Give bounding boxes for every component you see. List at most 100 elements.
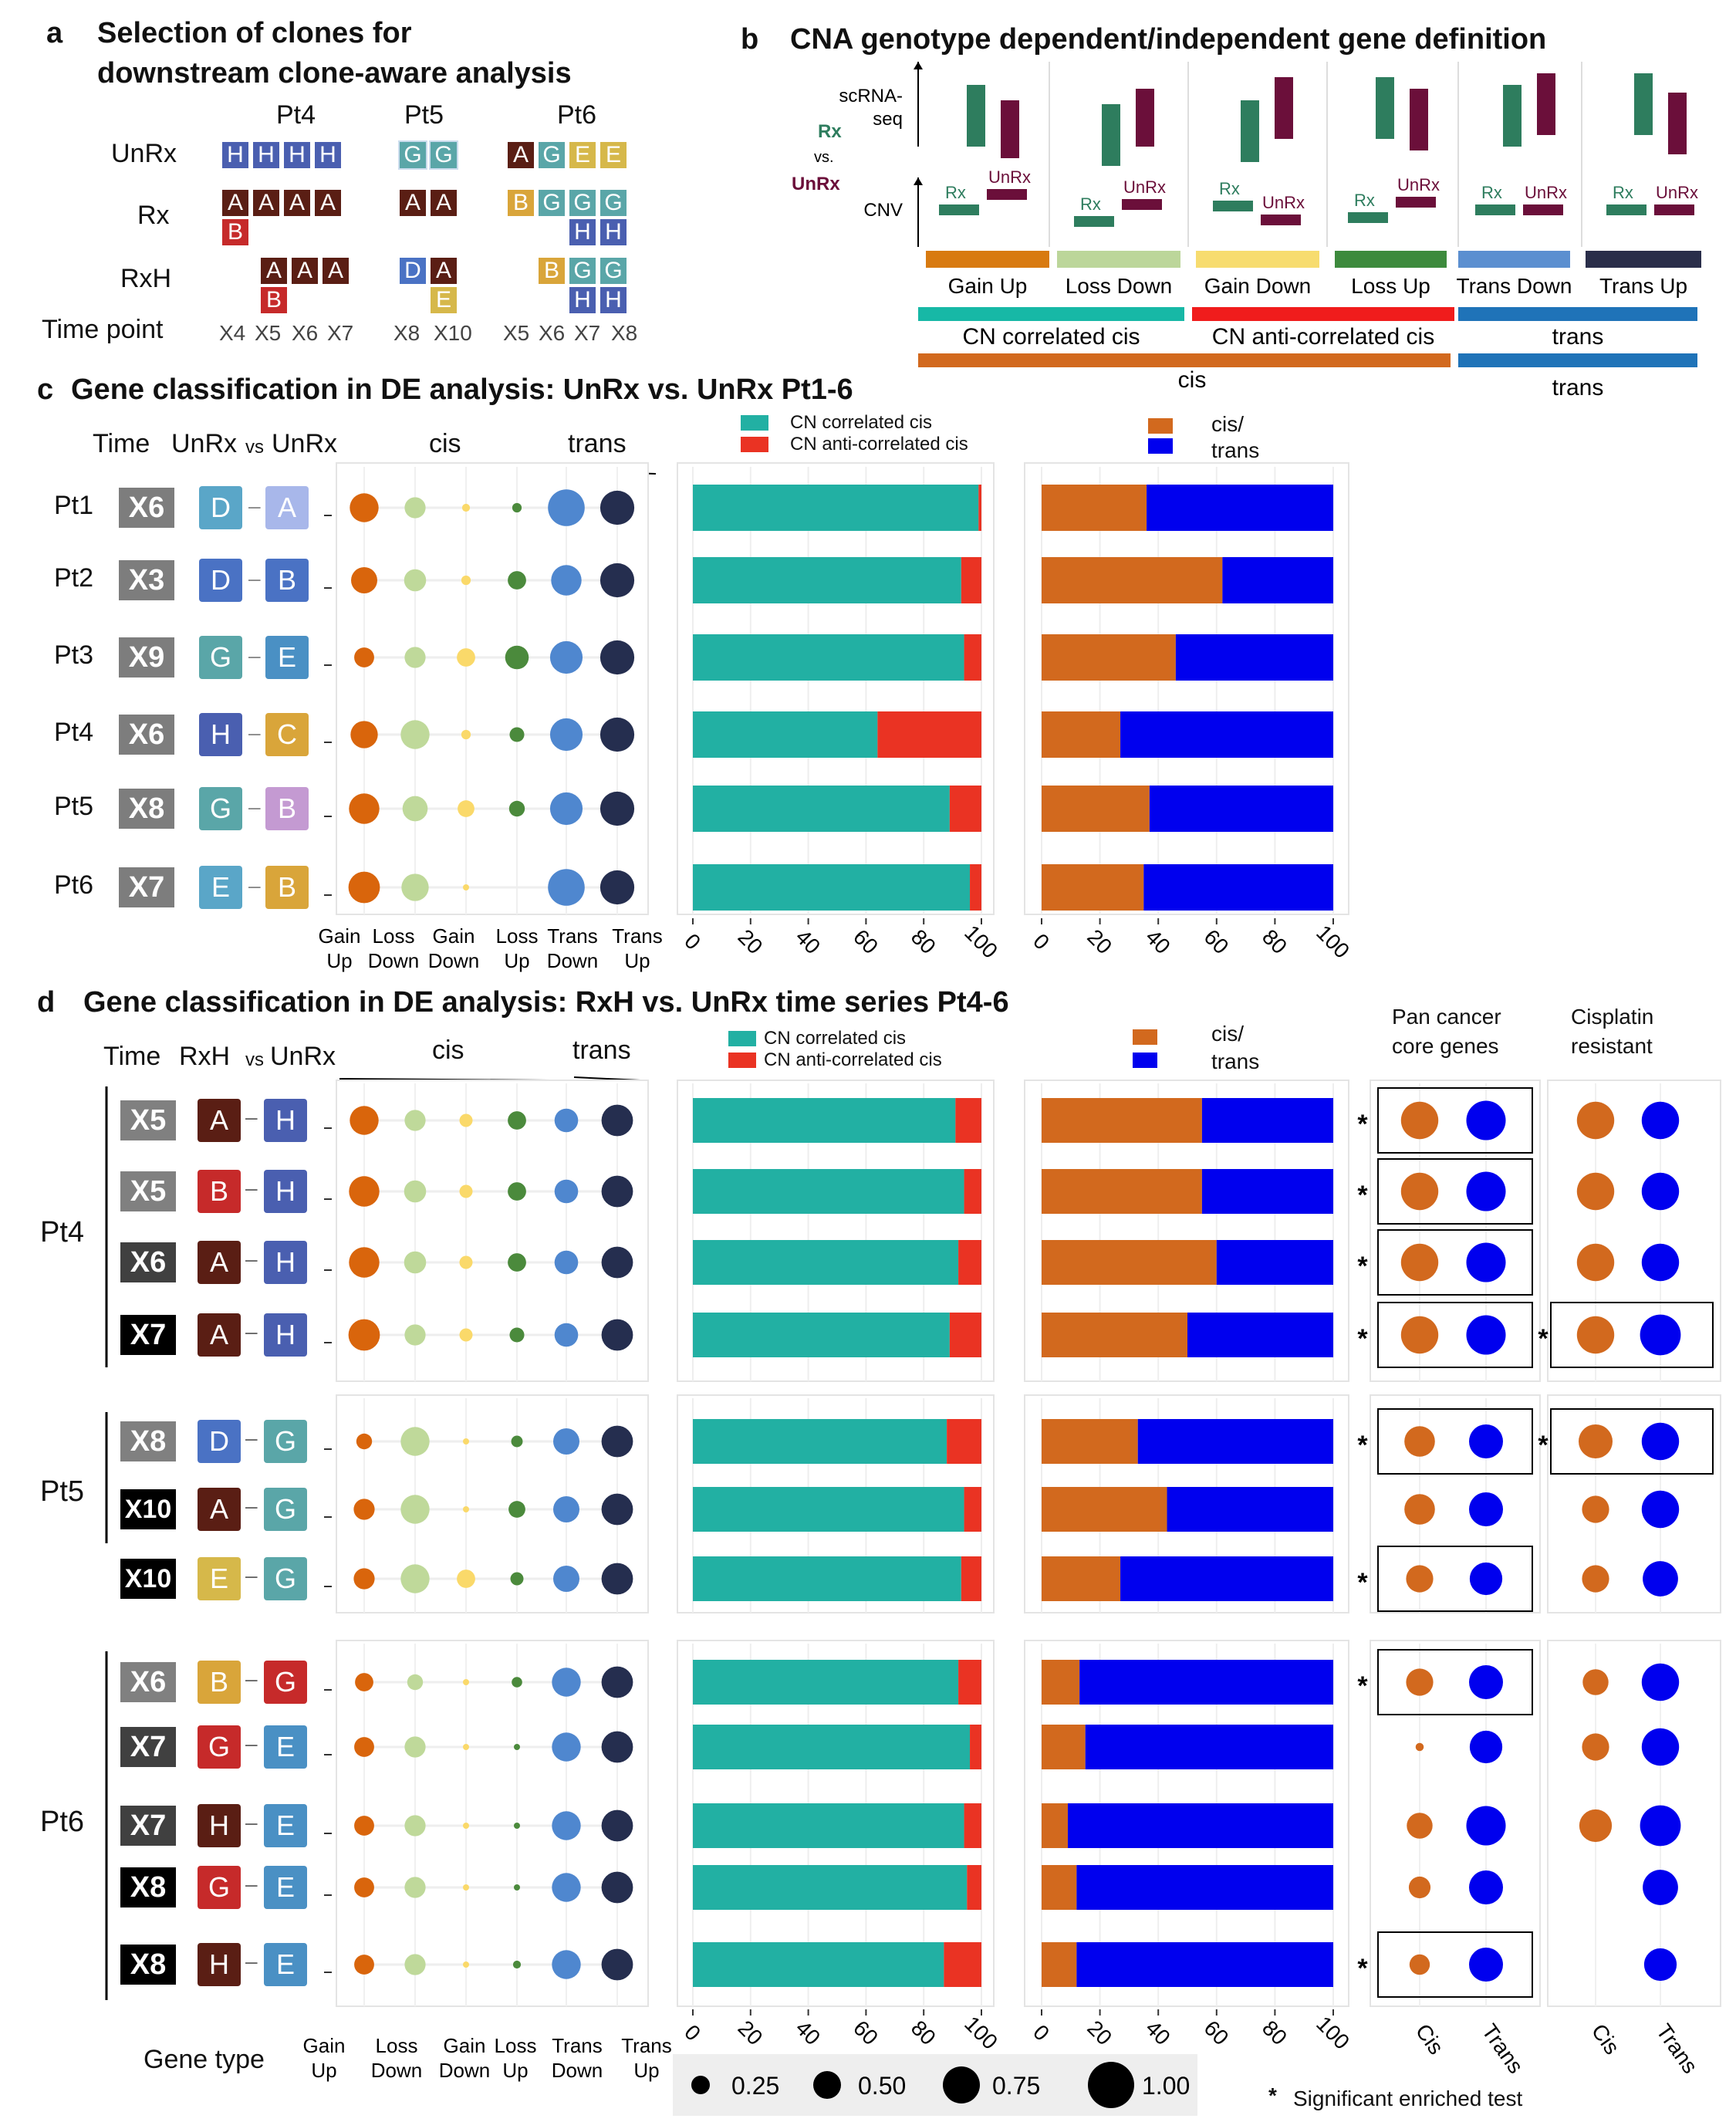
clone-box-b: B <box>221 218 250 247</box>
d-dot-1 <box>404 1736 426 1758</box>
d-x-label: Gain <box>444 2034 486 2057</box>
b-rna-rx-bar <box>1241 100 1259 162</box>
d-dot-0 <box>354 1955 374 1975</box>
clone-left: D <box>199 559 242 602</box>
b-cnv-unrx-bar <box>1261 215 1301 225</box>
d-dot-2 <box>463 1823 469 1829</box>
d-cis-panel <box>1547 1080 1721 1382</box>
panel-a-title-1: Selection of clones for <box>97 17 412 49</box>
cis-cis-dot <box>1576 1243 1615 1282</box>
d-dot-3 <box>508 1501 525 1518</box>
cis-sig-star: * <box>1538 1431 1549 1460</box>
row-time: X7 <box>120 1727 176 1767</box>
b-category-bar <box>1458 251 1570 268</box>
d-corr-bar-b <box>964 1487 981 1532</box>
c-cis-bar-a <box>1042 786 1150 832</box>
legend-corr-label-d: CN correlated cis <box>764 1028 907 1049</box>
pan-sig-star: * <box>1357 1954 1368 1983</box>
panel-a-row-rx: Rx <box>137 201 170 230</box>
b-category-label: Trans Down <box>1457 274 1572 298</box>
clone-box-g: G <box>568 256 597 286</box>
c-dot-3 <box>512 502 522 513</box>
c-dot-0 <box>354 647 374 667</box>
dash: – <box>248 721 261 745</box>
legend-cis-swatch-d <box>1133 1029 1157 1045</box>
clone-right: G <box>264 1557 307 1600</box>
c-cis-bar-a <box>1042 634 1176 681</box>
d-dot-1 <box>404 1954 426 1975</box>
d-cis-panel <box>1547 1394 1721 1613</box>
d-cis-bar-a <box>1042 1240 1217 1285</box>
c-corr-bar-b <box>949 786 981 832</box>
b-cnv-rx-bar <box>1074 216 1114 227</box>
b-cnv-rx-text: Rx <box>945 183 966 202</box>
row-patient-pt2: Pt2 <box>54 563 94 593</box>
clone-left: H <box>199 713 242 756</box>
c-dot-4 <box>548 869 585 906</box>
b-group1-bar <box>918 307 1184 321</box>
c-dot-4 <box>549 640 583 674</box>
pan-sig-box <box>1377 1649 1533 1715</box>
d-corr-bar-b <box>964 1803 981 1848</box>
size-legend-dot <box>1088 2062 1134 2108</box>
c-x-label: Up <box>624 949 650 972</box>
c-x-label: Down <box>547 949 598 972</box>
dash: – <box>245 1105 258 1129</box>
legend-anti-swatch <box>741 437 768 452</box>
d-dot-2 <box>463 1961 469 1968</box>
d-corr-bar-b <box>970 1725 981 1769</box>
c-dot-1 <box>404 647 426 668</box>
d-pan-panel <box>1370 1640 1541 2007</box>
d-cis-bar-a <box>1042 1660 1080 1705</box>
clone-right: E <box>264 1866 307 1909</box>
d-corr-bar-a <box>693 1660 959 1705</box>
panel-b-title: CNA genotype dependent/independent gene … <box>790 23 1547 56</box>
panel-d-vs: vs <box>245 1049 264 1070</box>
c-dot-0 <box>351 567 377 593</box>
clone-left: B <box>198 1661 241 1704</box>
clone-right: H <box>264 1313 307 1357</box>
panel-a-timepoint-label: Time point <box>42 315 164 344</box>
b-cnv-rx-bar <box>1606 204 1646 215</box>
row-time: X10 <box>120 1559 176 1599</box>
b-group2-bar <box>1458 353 1697 367</box>
d-dot-5 <box>601 1948 633 1981</box>
d-corr-bar-b <box>958 1660 981 1705</box>
c-corr-bar-b <box>978 485 981 531</box>
d-corr-bar-b <box>961 1556 981 1601</box>
c-dot-2 <box>461 575 471 586</box>
d-corr-bar-b <box>958 1240 981 1285</box>
d-dot-4 <box>553 1566 579 1592</box>
size-legend-label: 0.50 <box>858 2072 906 2100</box>
d-cis-bar-b <box>1201 1098 1333 1143</box>
b-cnv-rx-bar <box>1348 212 1388 223</box>
c-x-label: Loss <box>496 924 539 948</box>
panel-a-row-unrx: UnRx <box>111 139 177 168</box>
clone-box-b: B <box>537 256 566 286</box>
clone-box-g: G <box>429 140 458 170</box>
b-rna-rx-bar <box>967 85 985 147</box>
cis-trans-dot <box>1641 1172 1680 1211</box>
panel-a-row-rxh: RxH <box>120 264 172 293</box>
clone-left: A <box>198 1313 241 1357</box>
d-corr-tick: 80 <box>907 2016 941 2049</box>
pan-sig-star: * <box>1357 1324 1368 1353</box>
d-dot-2 <box>463 1506 469 1512</box>
d-dot-1 <box>404 1324 426 1346</box>
c-dot-3 <box>508 800 525 817</box>
c-corr-bar-a <box>693 786 950 832</box>
legend-cis-label-d: cis/ <box>1211 1022 1244 1046</box>
cis-trans-dot <box>1643 1948 1677 1982</box>
d-dot-3 <box>509 1327 525 1343</box>
d-corr-tick: 60 <box>849 2016 883 2049</box>
row-patient-pt6: Pt6 <box>54 870 94 900</box>
d-dot-5 <box>601 1666 633 1698</box>
b-rna-unrx-bar <box>1275 77 1293 139</box>
c-x-label: Up <box>326 949 352 972</box>
cis-trans-dot <box>1641 1243 1680 1282</box>
group-label-pt6: Pt6 <box>40 1806 85 1838</box>
d-cis-bar-a <box>1042 1419 1138 1464</box>
d-corr-bar-b <box>955 1098 981 1143</box>
pan-trans-dot <box>1466 1171 1506 1211</box>
